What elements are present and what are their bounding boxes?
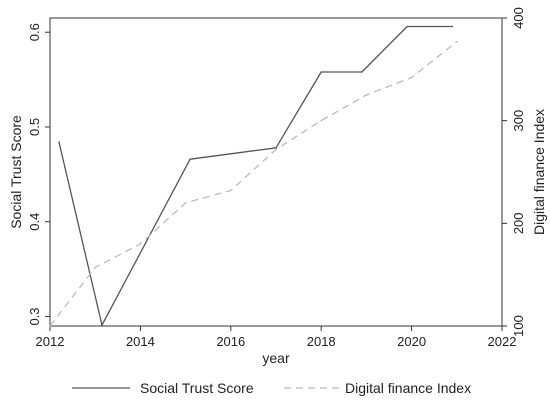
y2-tick-label: 100 — [511, 315, 526, 337]
y-axis-right-title: Digital finance Index — [531, 109, 547, 235]
y-axis-right: 100 200 300 400 — [502, 7, 526, 337]
x-tick-label: 2018 — [307, 334, 336, 349]
data-point-social-trust-score — [320, 71, 323, 73]
y-axis-left: 0.3 0.4 0.5 0.6 — [27, 23, 50, 326]
data-point-social-trust-score — [58, 141, 60, 143]
y2-tick-label: 200 — [511, 212, 526, 234]
data-point-social-trust-score — [361, 71, 363, 73]
y-tick-label: 0.6 — [27, 23, 42, 41]
data-point-digital-finance-index — [184, 202, 187, 204]
x-tick-label: 2020 — [397, 334, 426, 349]
x-tick-label: 2022 — [488, 334, 517, 349]
series-layer — [49, 25, 458, 327]
data-point-digital-finance-index — [410, 76, 413, 79]
data-point-digital-finance-index — [94, 266, 96, 269]
y-tick-label: 0.5 — [27, 118, 42, 136]
data-point-social-trust-score — [451, 25, 454, 28]
data-point-digital-finance-index — [456, 40, 458, 43]
data-point-digital-finance-index — [49, 325, 51, 327]
data-point-social-trust-score — [406, 25, 408, 28]
data-point-digital-finance-index — [230, 189, 232, 192]
y-tick-label: 0.4 — [27, 213, 42, 231]
y2-tick-label: 400 — [511, 7, 526, 29]
x-tick-label: 2016 — [216, 334, 245, 349]
series-line-social-trust-score — [58, 25, 453, 326]
y-tick-label: 0.3 — [27, 307, 42, 325]
data-point-digital-finance-index — [320, 119, 323, 122]
x-axis-title: year — [262, 350, 290, 366]
data-point-social-trust-score — [275, 147, 277, 149]
x-axis: 2012 2014 2016 2018 2020 2022 — [36, 326, 517, 349]
data-point-digital-finance-index — [275, 148, 277, 151]
series-line-digital-finance-index — [49, 41, 458, 327]
y-axis-left-title: Social Trust Score — [8, 115, 24, 229]
legend-label-digital-finance: Digital finance Index — [345, 380, 471, 396]
data-point-digital-finance-index — [365, 94, 368, 96]
data-point-social-trust-score — [189, 158, 191, 160]
y2-tick-label: 300 — [511, 110, 526, 132]
data-point-digital-finance-index — [139, 243, 142, 245]
data-point-social-trust-score — [101, 324, 103, 326]
plot-frame — [49, 17, 503, 327]
x-tick-label: 2012 — [36, 334, 65, 349]
legend: Social Trust Score Digital finance Index — [72, 380, 471, 396]
x-tick-label: 2014 — [126, 334, 155, 349]
legend-label-social-trust: Social Trust Score — [140, 380, 254, 396]
